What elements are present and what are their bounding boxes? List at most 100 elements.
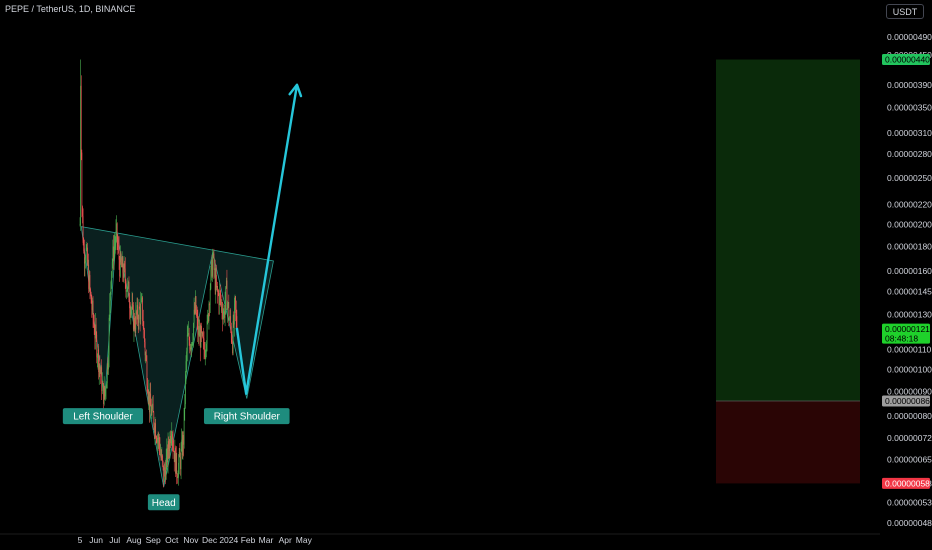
x-tick-label: Nov: [183, 535, 199, 545]
candle: [206, 321, 208, 344]
candle: [116, 223, 118, 244]
candle: [234, 296, 236, 304]
candle: [227, 303, 228, 310]
candle: [229, 316, 231, 320]
price-label-bg: [882, 323, 930, 344]
candle: [118, 246, 120, 260]
candle: [170, 437, 172, 444]
candle: [131, 309, 132, 311]
candle: [129, 302, 130, 309]
projection-path[interactable]: [235, 84, 299, 396]
candle: [156, 439, 158, 443]
candle: [125, 280, 127, 292]
candle: [220, 294, 222, 303]
y-tick-label: 0.00000053: [887, 497, 932, 507]
candle: [108, 355, 109, 370]
candle: [92, 300, 94, 318]
candle: [83, 243, 85, 252]
candle: [126, 290, 128, 292]
candle: [231, 338, 233, 343]
candle: [221, 302, 222, 303]
projection-arrow[interactable]: [235, 83, 303, 396]
candle: [123, 272, 124, 278]
candle: [98, 349, 99, 372]
symbol-title[interactable]: PEPE / TetherUS, 1D, BINANCE: [5, 4, 136, 14]
candle: [123, 263, 125, 278]
candle: [97, 357, 98, 359]
time-axis[interactable]: 5 Jun Jul Aug Sep Oct Nov Dec 2024 Feb Mar Apr May: [0, 533, 880, 545]
candle: [186, 334, 188, 352]
price-axis[interactable]: 0.000004900.000004500.000003900.00000350…: [887, 32, 932, 528]
label-bg: [203, 408, 290, 425]
candle: [230, 316, 232, 327]
candle: [175, 452, 177, 474]
x-tick-label: Sep: [146, 535, 161, 545]
y-tick-label: 0.00000220: [887, 200, 932, 210]
candle: [141, 297, 143, 300]
y-tick-label: 0.00000390: [887, 80, 932, 90]
candle: [136, 311, 137, 315]
candle: [153, 412, 155, 426]
candles-layer: [79, 59, 238, 488]
candle: [115, 230, 117, 244]
y-tick-label: 0.00000160: [887, 266, 932, 276]
candle: [89, 275, 91, 289]
candle: [141, 299, 142, 303]
candle: [111, 262, 113, 272]
candle: [132, 305, 134, 330]
candle: [80, 85, 82, 153]
candle: [157, 437, 158, 443]
candle: [152, 403, 154, 413]
currency-button[interactable]: USDT: [886, 4, 924, 19]
candle: [137, 305, 139, 320]
candle: [121, 262, 122, 268]
candle: [103, 383, 104, 404]
candle: [198, 326, 199, 335]
candle: [199, 331, 201, 337]
candle: [219, 293, 220, 306]
arrow-head[interactable]: [288, 83, 303, 98]
candle: [111, 271, 112, 282]
price-label-text: 0.00000440: [885, 55, 930, 65]
candle: [158, 437, 160, 440]
candle: [119, 259, 121, 277]
candle: [82, 206, 83, 217]
candle: [129, 308, 131, 315]
x-tick-label: Oct: [165, 535, 179, 545]
candle: [176, 476, 178, 478]
y-tick-label: 0.00000130: [887, 310, 932, 320]
candle: [166, 448, 168, 458]
candle: [93, 324, 95, 335]
candle: [232, 321, 234, 354]
candle: [203, 338, 205, 350]
candle: [225, 280, 227, 288]
candle: [122, 257, 124, 273]
candle: [189, 340, 191, 350]
x-tick-label: May: [296, 535, 313, 545]
candle: [157, 437, 159, 440]
candle: [225, 287, 227, 304]
candle: [198, 326, 200, 337]
candle: [178, 451, 180, 463]
y-tick-label: 0.00000310: [887, 128, 932, 138]
candle: [107, 363, 109, 370]
candle: [96, 334, 98, 358]
candle: [80, 85, 81, 225]
candle: [92, 300, 93, 310]
candle: [227, 302, 229, 304]
candle: [163, 467, 165, 482]
y-tick-label: 0.00000110: [887, 345, 932, 355]
candle: [160, 454, 161, 455]
candle: [147, 393, 149, 399]
candle: [118, 245, 119, 247]
candle: [127, 283, 129, 291]
candle: [138, 306, 140, 323]
candle: [105, 388, 107, 390]
candle: [194, 309, 196, 313]
candle: [223, 311, 225, 315]
candle: [176, 452, 178, 477]
candle: [209, 288, 211, 306]
pattern-labels: Left Shoulder Head Right Shoulder: [62, 408, 290, 511]
y-tick-label: 0.00000080: [887, 411, 932, 421]
